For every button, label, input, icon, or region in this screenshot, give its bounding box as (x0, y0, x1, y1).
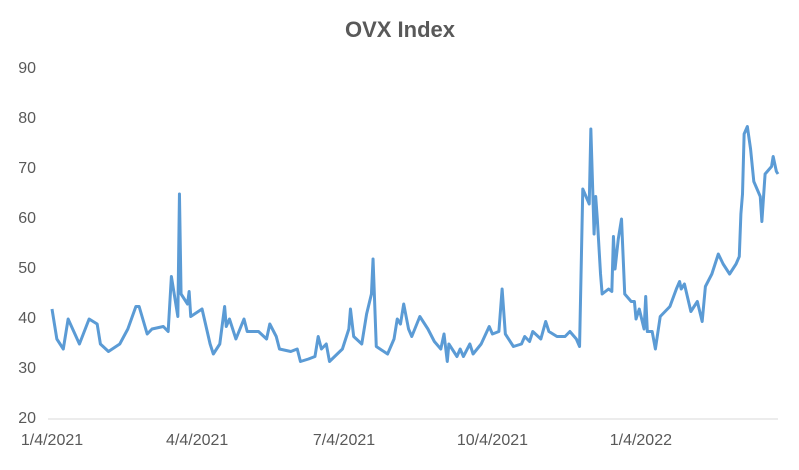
x-tick-label: 4/4/2021 (166, 432, 228, 449)
x-tick-label: 7/4/2021 (313, 432, 375, 449)
y-tick-label: 20 (18, 410, 36, 427)
data-line (50, 125, 780, 363)
x-tick-label: 1/4/2021 (21, 432, 83, 449)
y-tick-label: 90 (18, 60, 36, 77)
x-tick-label: 1/4/2022 (610, 432, 672, 449)
y-tick-label: 70 (18, 160, 36, 177)
x-tick-label: 10/4/2021 (457, 432, 528, 449)
y-tick-label: 30 (18, 360, 36, 377)
y-tick-label: 40 (18, 310, 36, 327)
y-tick-label: 60 (18, 210, 36, 227)
y-tick-label: 50 (18, 260, 36, 277)
chart-title: OVX Index (345, 17, 456, 42)
y-tick-label: 80 (18, 110, 36, 127)
